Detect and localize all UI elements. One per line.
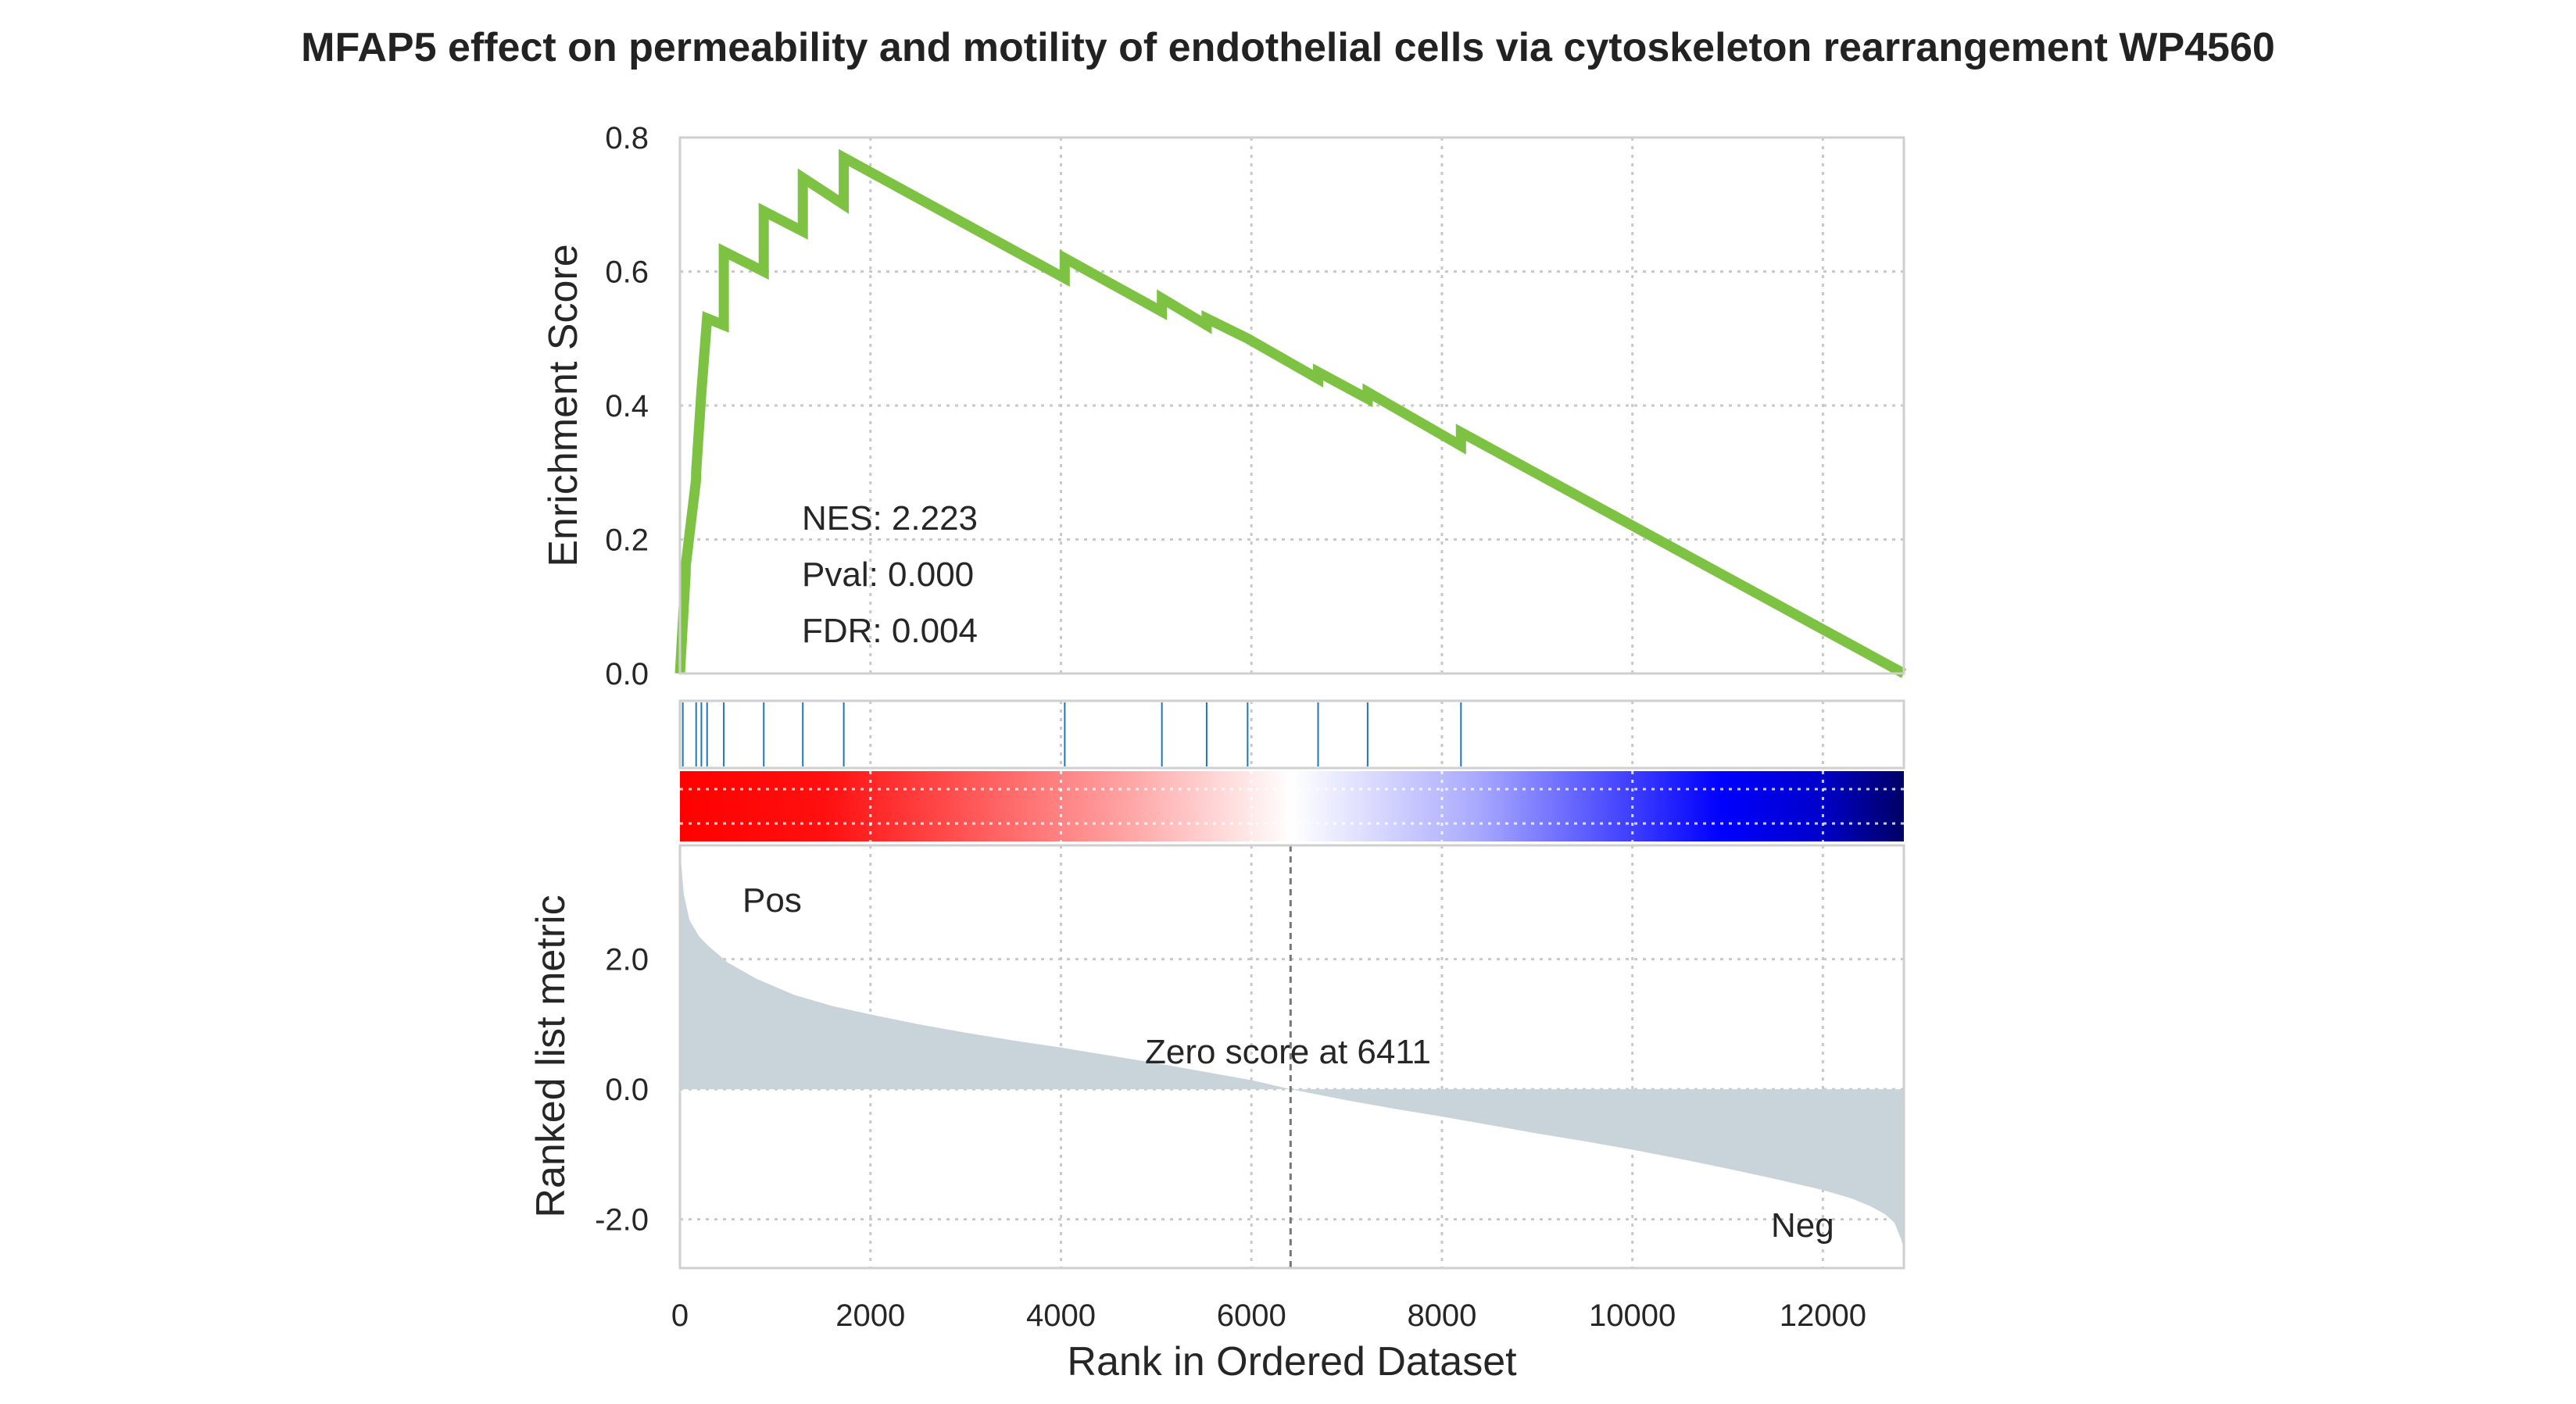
hits-panel [678, 699, 1905, 770]
x-tick: 8000 [1407, 1299, 1476, 1333]
hits-grid [869, 701, 1824, 768]
x-tick: 12000 [1780, 1299, 1866, 1333]
x-tick: 10000 [1589, 1299, 1676, 1333]
ranked-y-label: Ranked list metric [528, 895, 574, 1217]
ranked-metric-area [680, 848, 1904, 1249]
pos-label: Pos [742, 881, 802, 920]
heatmap-panel [680, 771, 1904, 841]
enrichment-y-tick: 0.6 [605, 255, 649, 290]
x-axis-label: Rank in Ordered Dataset [1067, 1339, 1517, 1384]
hits-frame [678, 699, 1905, 770]
enrichment-y-tick: 0.2 [605, 523, 649, 558]
enrichment-curve [674, 148, 1907, 678]
chart-title: MFAP5 effect on permeability and motilit… [301, 25, 2275, 70]
fdr-label: FDR: 0.004 [802, 612, 978, 650]
enrichment-frame [678, 136, 1905, 675]
enrichment-panel: 0.0 0.2 0.4 0.6 0.8 Enrichment Score NES: 2.… [541, 121, 1907, 691]
x-tick: 0 [671, 1299, 689, 1333]
enrichment-y-tick: 0.4 [605, 389, 649, 423]
ranked-y-ticks: 2.0 0.0 -2.0 [595, 943, 649, 1238]
enrichment-y-tick: 0.0 [605, 657, 649, 691]
pval-label: Pval: 0.000 [802, 556, 974, 594]
ranked-y-tick: 2.0 [605, 943, 649, 977]
x-tick: 2000 [835, 1299, 905, 1333]
neg-label: Neg [1771, 1206, 1834, 1245]
ranked-y-tick: -2.0 [595, 1203, 649, 1238]
x-tick: 4000 [1026, 1299, 1096, 1333]
enrichment-y-ticks: 0.0 0.2 0.4 0.6 0.8 [605, 121, 649, 691]
heatmap-grid [680, 771, 1904, 841]
ranked-y-tick: 0.0 [605, 1073, 649, 1107]
nes-label: NES: 2.223 [802, 499, 978, 538]
ranked-panel: 2.0 0.0 -2.0 Ranked list metric Zero score… [528, 844, 1905, 1270]
enrichment-y-label: Enrichment Score [541, 244, 586, 566]
heatmap-bar [680, 771, 1904, 841]
hit-markers [682, 702, 1462, 766]
x-tick: 6000 [1217, 1299, 1286, 1333]
ranked-frame [678, 844, 1905, 1270]
x-axis-ticks: 0 2000 4000 6000 8000 10000 12000 [671, 1299, 1866, 1333]
zero-score-label: Zero score at 6411 [1145, 1033, 1431, 1071]
enrichment-y-tick: 0.8 [605, 121, 649, 155]
